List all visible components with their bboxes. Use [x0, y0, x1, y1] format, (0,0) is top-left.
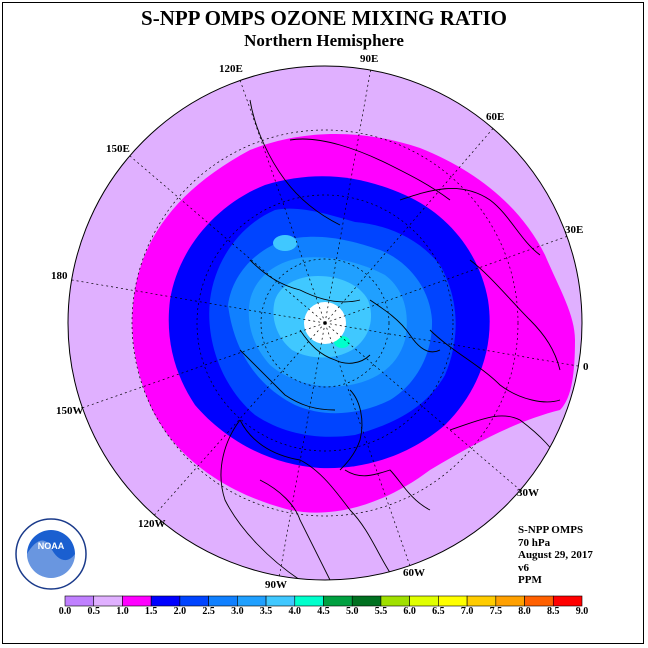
colorbar-tick-label: 8.5 — [547, 606, 560, 617]
colorbar-tick-label: 2.5 — [202, 606, 215, 617]
colorbar-tick-label: 7.5 — [489, 606, 503, 617]
map-title: S-NPP OMPS OZONE MIXING RATIO — [141, 6, 507, 30]
lon-label-30e: 30E — [565, 224, 583, 236]
lon-label-0: 0 — [583, 361, 589, 373]
lon-label-60w: 60W — [403, 567, 425, 579]
map-boundary — [67, 65, 583, 581]
colorbar-tick-label: 3.5 — [259, 606, 273, 617]
colorbar-tick-label: 7.0 — [460, 606, 474, 617]
info-level: 70 hPa — [518, 536, 551, 549]
lon-label-90w: 90W — [265, 579, 287, 591]
longitude-labels: 90E 60E 30E 0 30W 60W 90W 120W 150W 180 … — [51, 53, 589, 591]
info-block: S-NPP OMPS 70 hPa August 29, 2017 v6 PPM — [518, 524, 593, 587]
lon-label-120e: 120E — [219, 63, 243, 75]
colorbar-tick-label: 5.5 — [374, 606, 388, 617]
colorbar-tick-label: 0.5 — [87, 606, 100, 617]
coastlines — [220, 99, 566, 580]
info-date: August 29, 2017 — [518, 549, 593, 561]
colorbar-tick-label: 5.0 — [345, 606, 359, 617]
colorbar-labels: 0.0 0.5 1.0 1.5 2.0 2.5 3.0 3.5 4.0 4.5 5.0 5.5 6.0 6… — [0, 606, 648, 620]
colorbar-tick-label: 1.0 — [116, 606, 129, 617]
info-version: v6 — [518, 561, 529, 574]
graticule — [71, 67, 579, 579]
noaa-logo: NOAA — [15, 518, 87, 590]
lon-label-90e: 90E — [360, 53, 378, 65]
info-units: PPM — [518, 574, 542, 586]
colorbar-tick-label: 9.0 — [575, 606, 589, 617]
colorbar-tick-label: 4.0 — [288, 606, 302, 617]
lon-label-180: 180 — [51, 270, 68, 282]
info-instrument: S-NPP OMPS — [518, 524, 584, 536]
contour-3.5-spot-a — [273, 235, 297, 251]
noaa-logo-text: NOAA — [38, 541, 65, 551]
colorbar-tick-label: 6.0 — [403, 606, 416, 617]
colorbar-tick-label: 1.5 — [144, 606, 158, 617]
map-subtitle: Northern Hemisphere — [244, 31, 404, 50]
lon-label-30w: 30W — [517, 487, 539, 499]
lon-label-120w: 120W — [138, 518, 166, 530]
colorbar-tick-label: 6.5 — [432, 606, 445, 617]
colorbar-tick-label: 8.0 — [518, 606, 531, 617]
colorbar-tick-label: 2.0 — [173, 606, 187, 617]
lon-label-150e: 150E — [106, 143, 130, 155]
lon-label-60e: 60E — [486, 111, 504, 123]
colorbar-tick-label: 4.5 — [317, 606, 330, 617]
colorbar-tick-label: 0.0 — [58, 606, 72, 617]
lon-label-150w: 150W — [56, 405, 84, 417]
colorbar-tick-label: 3.0 — [231, 606, 244, 617]
